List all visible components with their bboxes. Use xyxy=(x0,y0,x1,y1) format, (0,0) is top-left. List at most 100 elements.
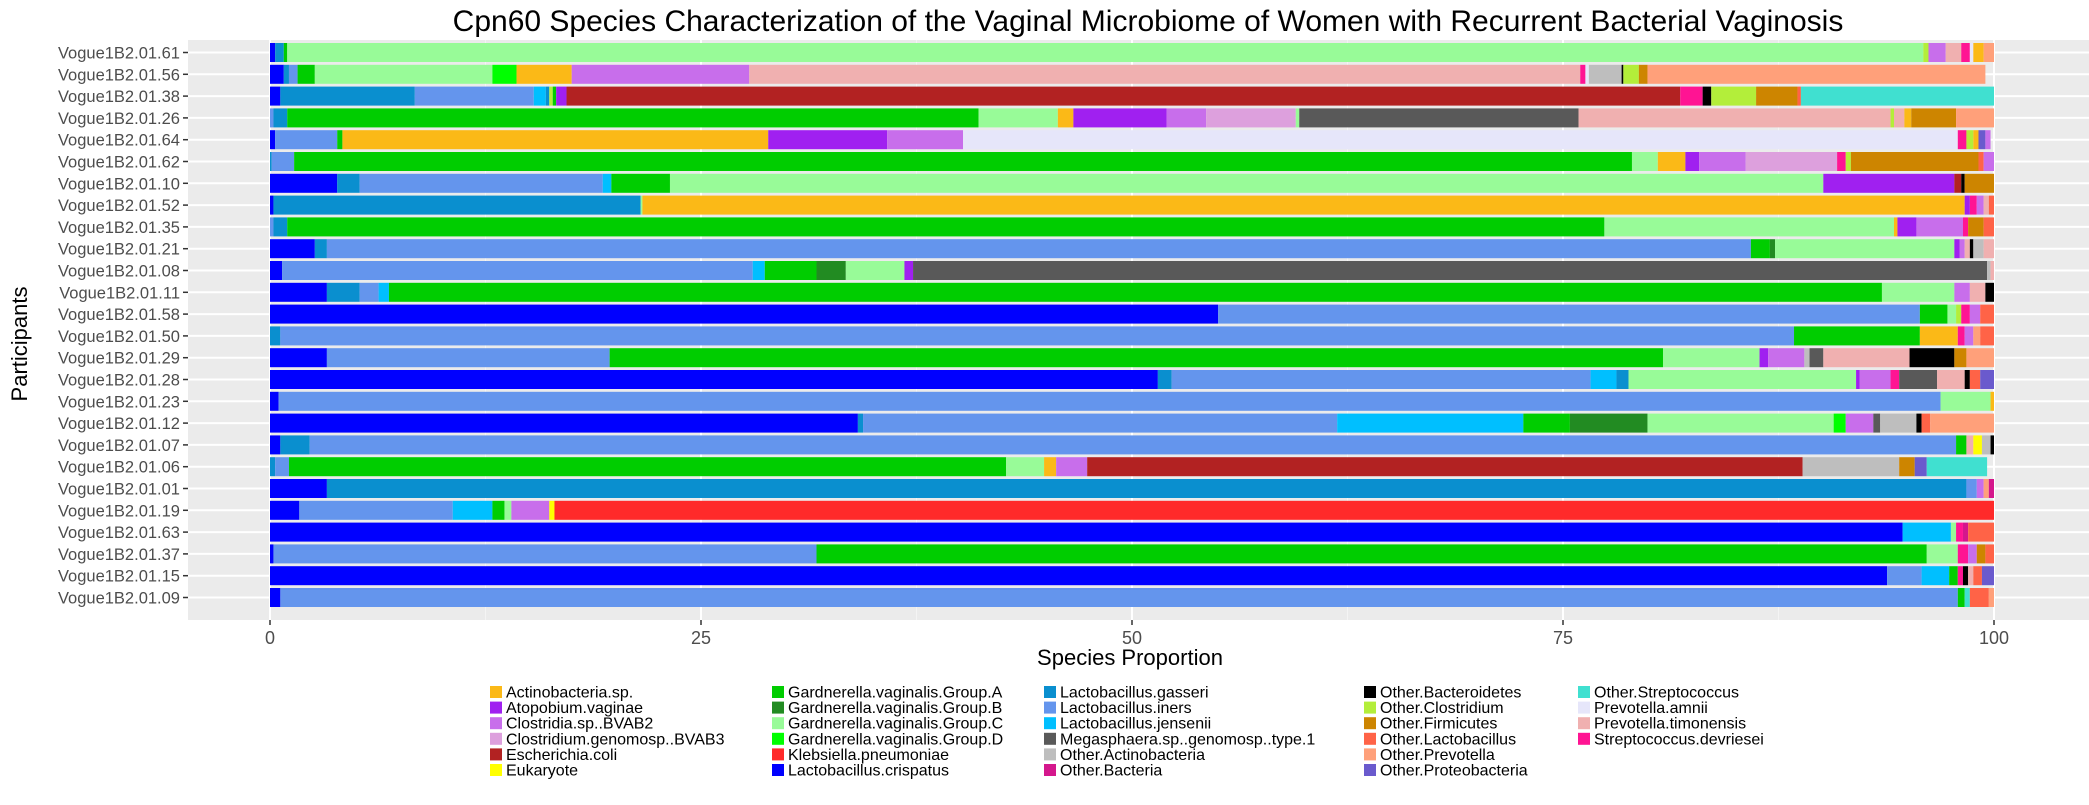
legend-item: Lactobacillus.jensenii xyxy=(1044,716,1211,733)
bar-segment xyxy=(388,282,1882,302)
bar-segment xyxy=(1966,435,1974,455)
bar-segment xyxy=(270,522,1903,542)
bar-segment xyxy=(642,195,1965,215)
bar-segment xyxy=(1759,348,1769,368)
legend-item: Lactobacillus.gasseri xyxy=(1044,685,1209,702)
bar-segment xyxy=(1968,522,1994,542)
legend-item: Streptococcus.devriesei xyxy=(1578,731,1764,748)
legend-item: Gardnerella.vaginalis.Group.B xyxy=(772,700,1002,717)
bar-segment xyxy=(863,413,1338,433)
bar-row xyxy=(270,588,1994,607)
bar-segment xyxy=(1631,152,1658,171)
legend-item: Other.Prevotella xyxy=(1364,747,1495,764)
bar-segment xyxy=(273,108,288,128)
bar-segment xyxy=(294,152,1632,171)
legend-swatch xyxy=(772,732,784,745)
bar-segment xyxy=(1590,370,1617,389)
bar-segment xyxy=(1966,130,1974,150)
bar-segment xyxy=(1988,195,1994,215)
bar-segment xyxy=(280,588,1958,607)
bar-segment xyxy=(283,43,288,62)
bar-segment xyxy=(549,86,553,106)
bar-segment xyxy=(1959,239,1965,259)
legend-label: Other.Streptococcus xyxy=(1594,685,1739,702)
bar-segment xyxy=(1968,566,1974,586)
bar-segment xyxy=(1845,413,1874,433)
bar-segment xyxy=(1973,43,1984,62)
bar-segment xyxy=(1745,152,1838,171)
bar-segment xyxy=(1797,86,1801,106)
bar-segment xyxy=(768,130,888,150)
bar-segment xyxy=(359,282,379,302)
bar-segment xyxy=(1299,108,1579,128)
bar-segment xyxy=(1897,217,1917,237)
legend-swatch xyxy=(1364,686,1376,698)
bar-segment xyxy=(1954,173,1962,193)
legend-item: Prevotella.amnii xyxy=(1578,700,1708,717)
bar-segment xyxy=(1969,304,1981,324)
legend-swatch xyxy=(1578,701,1590,714)
bar-segment xyxy=(1585,64,1589,84)
bar-segment xyxy=(275,457,289,477)
y-tick-label: Vogue1B2.01.52 xyxy=(58,197,180,215)
legend-label: Megasphaera.sp..genomosp..type.1 xyxy=(1060,731,1315,748)
bar-segment xyxy=(1956,522,1963,542)
bar-segment xyxy=(1981,435,1991,455)
bar-segment xyxy=(1845,152,1851,171)
legend-label: Eukaryote xyxy=(506,763,578,780)
bar-segment xyxy=(1702,86,1712,106)
bar-segment xyxy=(326,479,1967,498)
bar-segment xyxy=(283,64,289,84)
legend-swatch xyxy=(490,732,502,745)
bar-segment xyxy=(1166,108,1207,128)
legend-swatch xyxy=(490,701,502,714)
bar-segment xyxy=(270,500,300,520)
legend-swatch xyxy=(490,717,502,730)
bar-segment xyxy=(552,86,557,106)
y-tick-label: Vogue1B2.01.29 xyxy=(58,350,180,368)
bar-segment xyxy=(342,130,769,150)
bar-segment xyxy=(1837,152,1846,171)
bar-segment xyxy=(1699,152,1746,171)
bar-segment xyxy=(1956,108,1994,128)
legend-label: Gardnerella.vaginalis.Group.C xyxy=(788,716,1003,733)
bar-segment xyxy=(314,64,493,84)
bar-segment xyxy=(326,348,610,368)
bar-segment xyxy=(1057,108,1074,128)
bar-segment xyxy=(1580,64,1586,84)
bar-segment xyxy=(1928,43,1946,62)
bar-segment xyxy=(270,43,276,62)
y-tick-label: Vogue1B2.01.61 xyxy=(58,45,180,63)
bar-segment xyxy=(1616,370,1629,389)
legend-item: Gardnerella.vaginalis.Group.A xyxy=(772,685,1003,702)
bar-segment xyxy=(764,261,817,280)
bar-segment xyxy=(1964,370,1970,389)
bar-segment xyxy=(270,282,327,302)
bar-segment xyxy=(1947,304,1957,324)
bar-segment xyxy=(1962,566,1969,586)
bar-row xyxy=(270,43,1994,62)
x-tick-label: 50 xyxy=(1122,628,1142,648)
bar-segment xyxy=(1990,261,1994,280)
bar-segment xyxy=(1945,43,1962,62)
legend-label: Other.Lactobacillus xyxy=(1380,731,1516,748)
legend-item: Megasphaera.sp..genomosp..type.1 xyxy=(1044,731,1315,748)
bar-segment xyxy=(1206,108,1296,128)
y-tick-label: Vogue1B2.01.09 xyxy=(58,590,180,608)
legend-item: Other.Streptococcus xyxy=(1578,685,1739,702)
bar-segment xyxy=(749,64,1581,84)
bar-segment xyxy=(1976,544,1986,564)
bar-segment xyxy=(1794,326,1920,346)
y-tick-label: Vogue1B2.01.07 xyxy=(58,437,180,455)
bar-segment xyxy=(1962,522,1969,542)
bar-segment xyxy=(492,500,505,520)
bar-row xyxy=(270,217,1994,237)
bar-segment xyxy=(1218,304,1920,324)
bar-segment xyxy=(1930,413,1994,433)
bar-row xyxy=(270,566,1994,586)
bar-segment xyxy=(1056,457,1088,477)
bar-segment xyxy=(1890,108,1895,128)
y-tick-label: Vogue1B2.01.38 xyxy=(58,88,180,106)
x-tick-label: 25 xyxy=(691,628,711,648)
